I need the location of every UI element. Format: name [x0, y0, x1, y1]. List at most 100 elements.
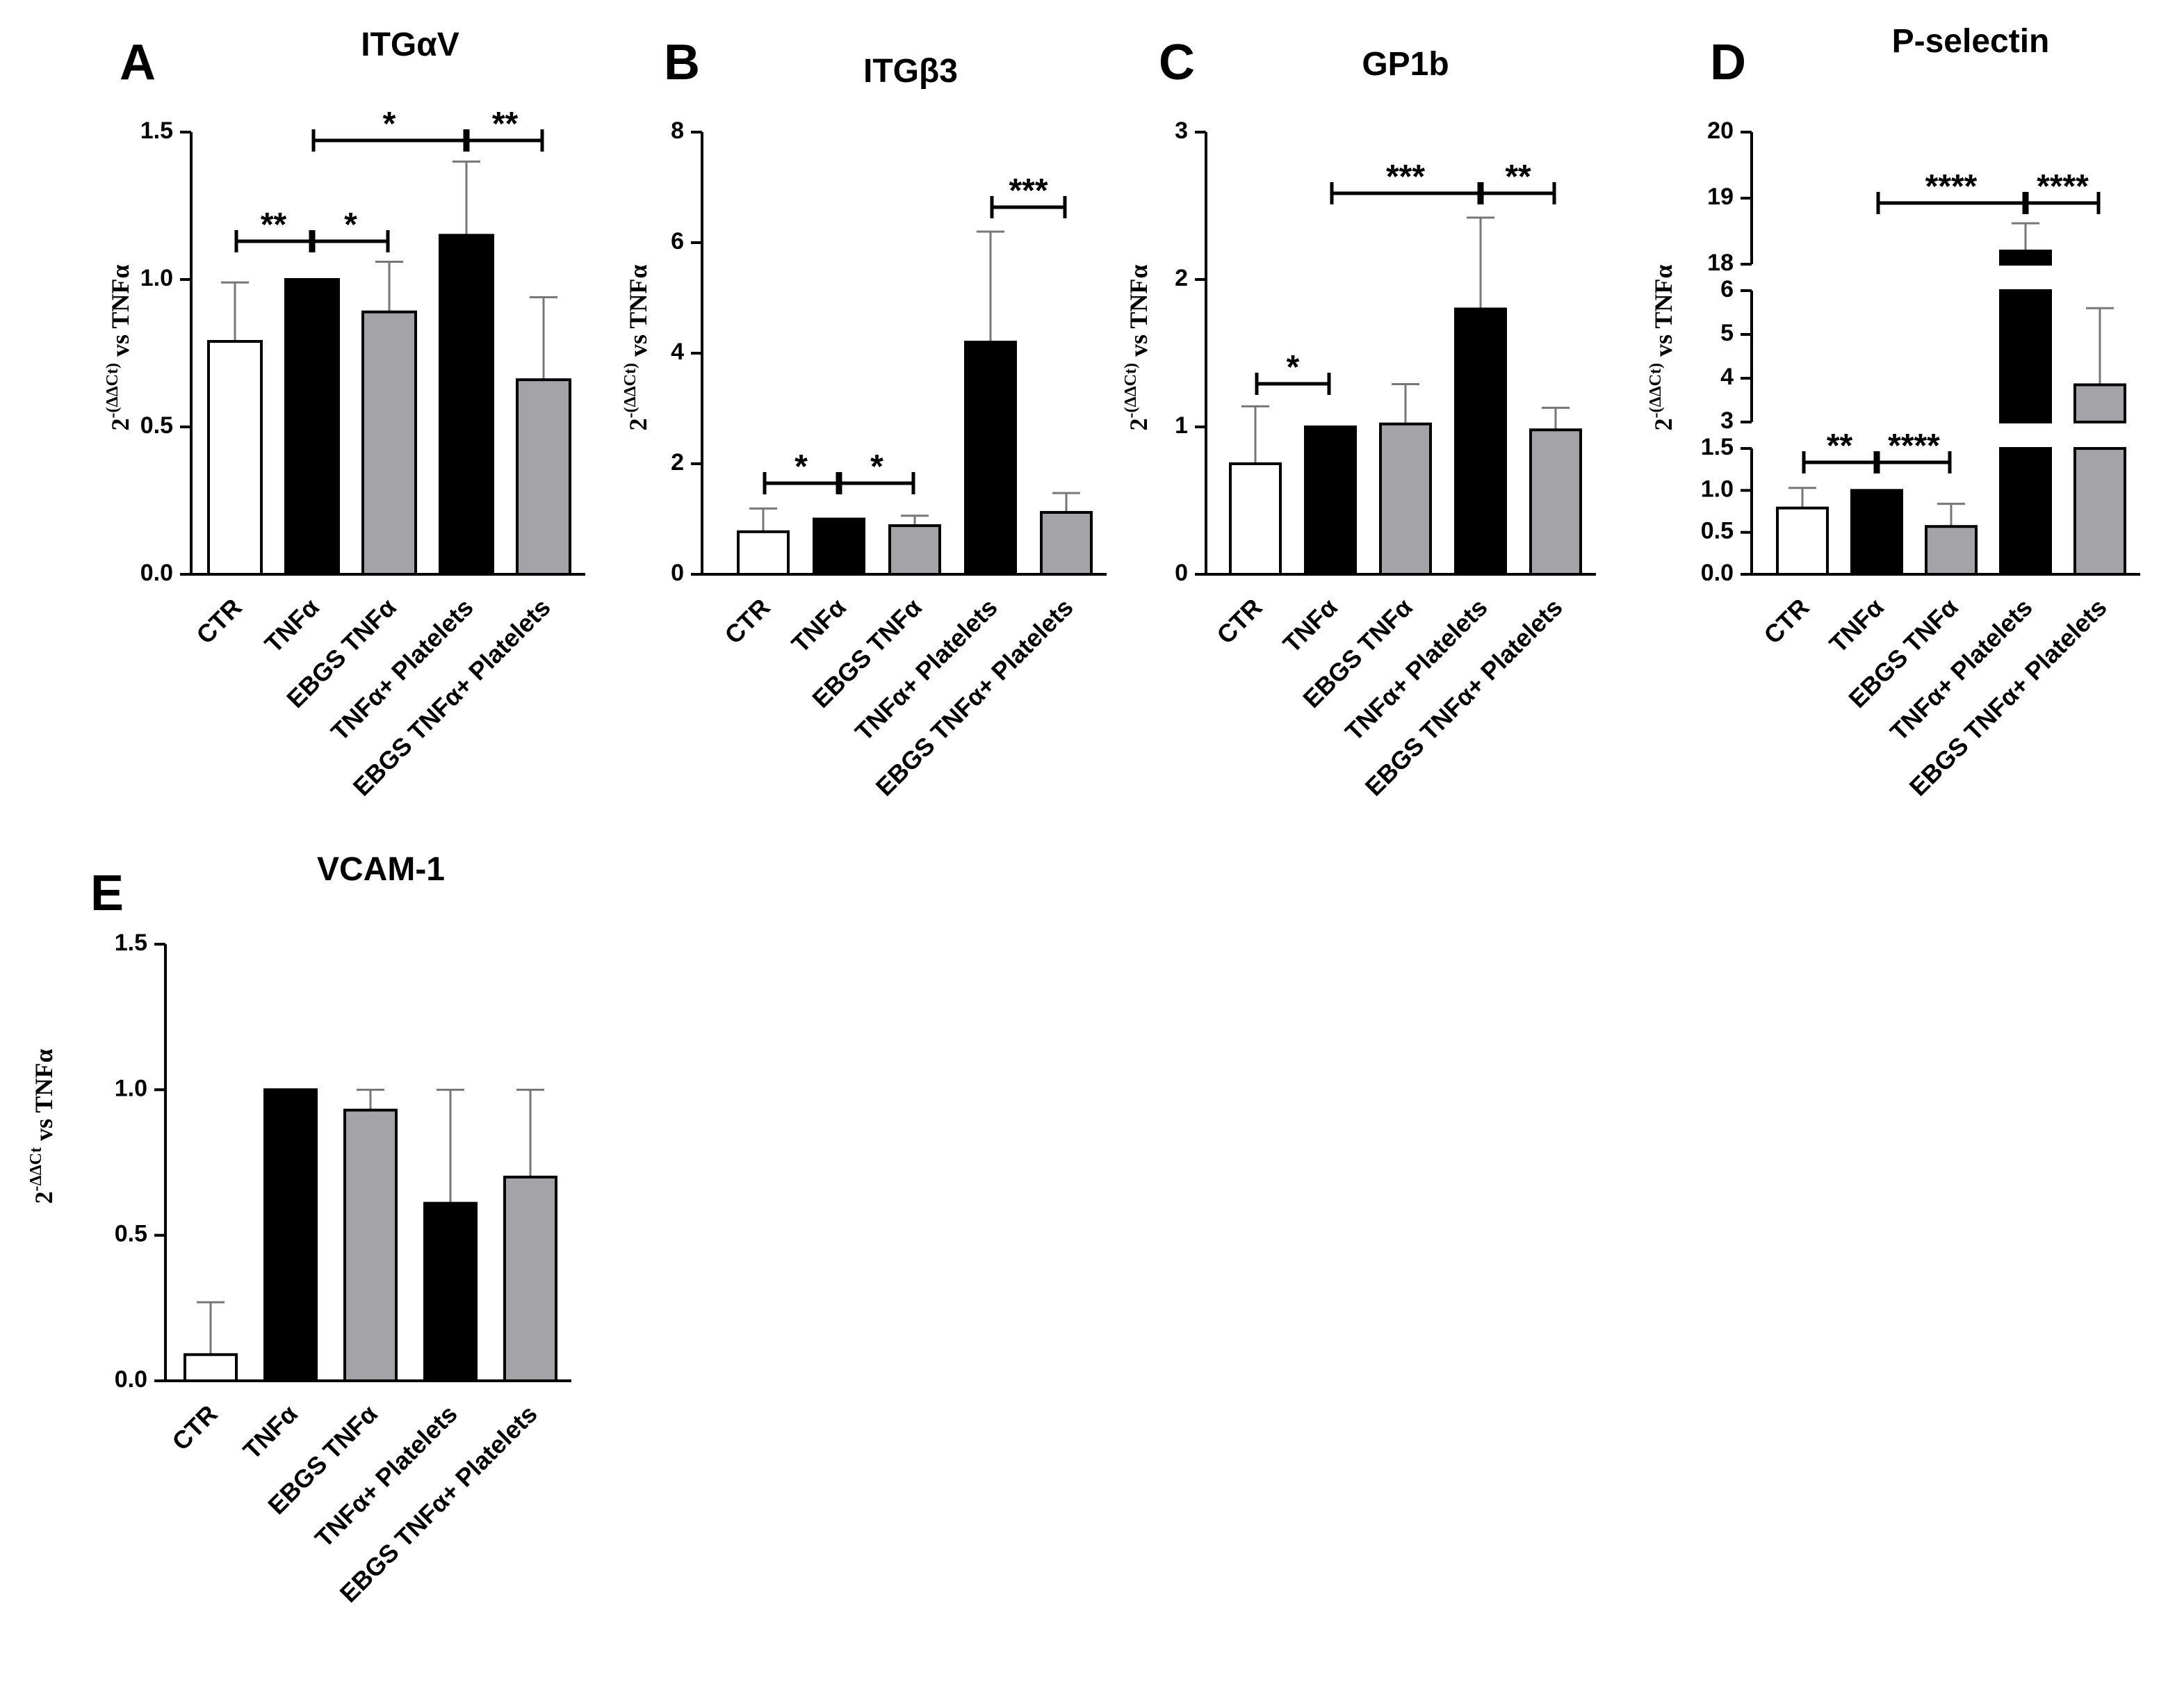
panel-a-x-tick-label: CTR [190, 593, 247, 649]
panel-c-bar [1529, 428, 1582, 576]
panel-d-y-tick-label: 1.5 [1701, 434, 1734, 460]
panel-d-bar-segment [1850, 489, 1903, 576]
panel-c-y-tick-label: 0 [1175, 560, 1188, 586]
panel-a-x-tick-label: TNFα+ Platelets [325, 593, 479, 747]
panel-d-x-tick-label: CTR [1758, 593, 1814, 649]
panel-a-bar [207, 340, 263, 576]
panel-d-chart: D P-selectin 0.0 0.5 1.0 1.53 4 5 618 19 20 2-(ΔΔCt… [1647, 23, 2140, 802]
panel-a-sig-label: * [344, 206, 357, 243]
panel-b-bar [813, 517, 865, 576]
panel-d-sig-label: **** [1888, 428, 1940, 464]
panel-a-bar [516, 378, 571, 576]
panel-d-bar-segment [2073, 383, 2126, 424]
panel-b-x-tick-label: CTR [719, 593, 775, 649]
panel-e-x-tick-label: TNFα [238, 1400, 303, 1465]
panel-b-sig-label: * [794, 448, 808, 485]
panel-c-bar [1304, 426, 1357, 576]
panel-d-bar-segment [1999, 250, 2052, 266]
panel-b-bar [964, 341, 1017, 576]
panel-b-label: B [664, 35, 700, 90]
panel-b-title: ITGβ3 [863, 53, 958, 90]
panel-c-bar [1229, 462, 1282, 576]
panel-e-bar [263, 1088, 318, 1383]
panel-c-y-axis-label: 2-(ΔΔCt) vs TNFα [1122, 265, 1152, 431]
panel-b-y-axis-label: 2-(ΔΔCt) vs TNFα [621, 265, 652, 431]
panel-d-y-tick-label: 4 [1720, 364, 1734, 390]
panel-a-sig-label: ** [261, 206, 287, 243]
panel-c-y-tick-label: 1 [1175, 412, 1188, 439]
panel-c-label: C [1159, 35, 1195, 90]
panel-b-y-tick-label: 4 [671, 339, 684, 365]
panel-d-bar-break [2072, 426, 2128, 445]
panel-e-title: VCAM-1 [317, 851, 445, 888]
panel-d-y-tick-label: 5 [1720, 320, 1734, 346]
panel-c-title: GP1b [1362, 46, 1449, 83]
panel-c-sig-label: ** [1505, 159, 1531, 195]
panel-e-label: E [90, 866, 124, 921]
panel-d-y-axis-label: 2-(ΔΔCt) vs TNFα [1647, 265, 1677, 431]
panel-d-y-tick-label: 3 [1720, 407, 1734, 434]
panel-e-bar [343, 1108, 398, 1382]
panel-a-y-tick-label: 0.5 [140, 412, 173, 439]
panel-e-x-tick-label: TNFα+ Platelets [309, 1400, 463, 1553]
panel-a-y-tick-label: 0.0 [140, 560, 173, 586]
panel-c-y-tick-label: 3 [1175, 118, 1188, 144]
panel-d-bar-segment [1776, 506, 1829, 576]
panel-c-x-tick-label: CTR [1211, 593, 1267, 649]
panel-b-x-tick-label: TNFα [786, 593, 851, 658]
panel-e-y-tick-label: 0.5 [115, 1221, 147, 1247]
panel-d-x-tick-label: TNFα [1824, 593, 1889, 658]
panel-d-bar-segment [1925, 525, 1978, 576]
panel-b-sig-label: * [870, 448, 883, 485]
panel-a-bar [439, 234, 494, 576]
panel-e-y-tick-label: 0.0 [115, 1366, 147, 1393]
panel-e-y-tick-label: 1.5 [115, 930, 147, 956]
panel-d-sig-label: ** [1827, 428, 1853, 464]
panel-b-bar [888, 524, 941, 576]
panel-a-y-axis-label: 2-(ΔΔCt) vs TNFα [104, 265, 134, 431]
panel-b-bar [737, 530, 790, 576]
panel-d-bar-break [1998, 426, 2053, 445]
panel-d-y-tick-label: 18 [1707, 250, 1734, 276]
panel-a-y-tick-label: 1.5 [140, 118, 173, 144]
panel-d-y-tick-label: 1.0 [1701, 476, 1734, 502]
panel-d-sig-label: **** [2037, 168, 2089, 205]
panel-a-title: ITGαV [361, 26, 459, 63]
panel-d-label: D [1710, 35, 1746, 90]
panel-c-sig-label: * [1287, 349, 1300, 386]
panel-c-x-tick-label: TNFα+ Platelets [1339, 593, 1493, 747]
panel-c-y-tick-label: 2 [1175, 265, 1188, 291]
panel-d-y-tick-label: 19 [1707, 184, 1734, 210]
panel-d-title: P-selectin [1892, 23, 2050, 60]
panel-b-x-tick-label: TNFα+ Platelets [849, 593, 1003, 747]
panel-c-bar [1379, 422, 1432, 576]
panel-c-x-tick-label: TNFα [1278, 593, 1343, 658]
panel-d-bar-segment [1999, 447, 2052, 576]
panel-d-bar-segment [2073, 447, 2126, 576]
panel-b-y-tick-label: 2 [671, 449, 684, 476]
panel-a-y-tick-label: 1.0 [140, 265, 173, 291]
panel-d-sig-label: **** [1925, 168, 1978, 205]
panel-c-sig-label: *** [1386, 159, 1425, 195]
panel-e-y-tick-label: 1.0 [115, 1075, 147, 1101]
panel-b-y-tick-label: 0 [671, 560, 684, 586]
panel-d-y-tick-label: 20 [1707, 118, 1734, 144]
panel-e-bar [423, 1201, 478, 1382]
panel-d-y-tick-label: 0.0 [1701, 560, 1734, 586]
panel-a-sig-label: * [383, 106, 396, 143]
panel-a-bar [361, 310, 417, 576]
panel-a-sig-label: ** [492, 106, 519, 143]
panel-b-y-tick-label: 6 [671, 228, 684, 254]
panel-d-bar-segment [1999, 289, 2052, 423]
panel-e-chart: E VCAM-1 0.0 0.5 1.0 1.5 2-ΔΔCt vs TNFα CTR TNFα… [27, 851, 571, 1608]
panel-a-x-tick-label: TNFα [259, 593, 325, 658]
panel-b-sig-label: *** [1009, 172, 1048, 209]
panel-b-bar [1040, 510, 1093, 576]
panel-e-bar [184, 1353, 238, 1382]
panel-e-x-tick-label: CTR [166, 1400, 222, 1456]
panel-b-y-tick-label: 8 [671, 118, 684, 144]
